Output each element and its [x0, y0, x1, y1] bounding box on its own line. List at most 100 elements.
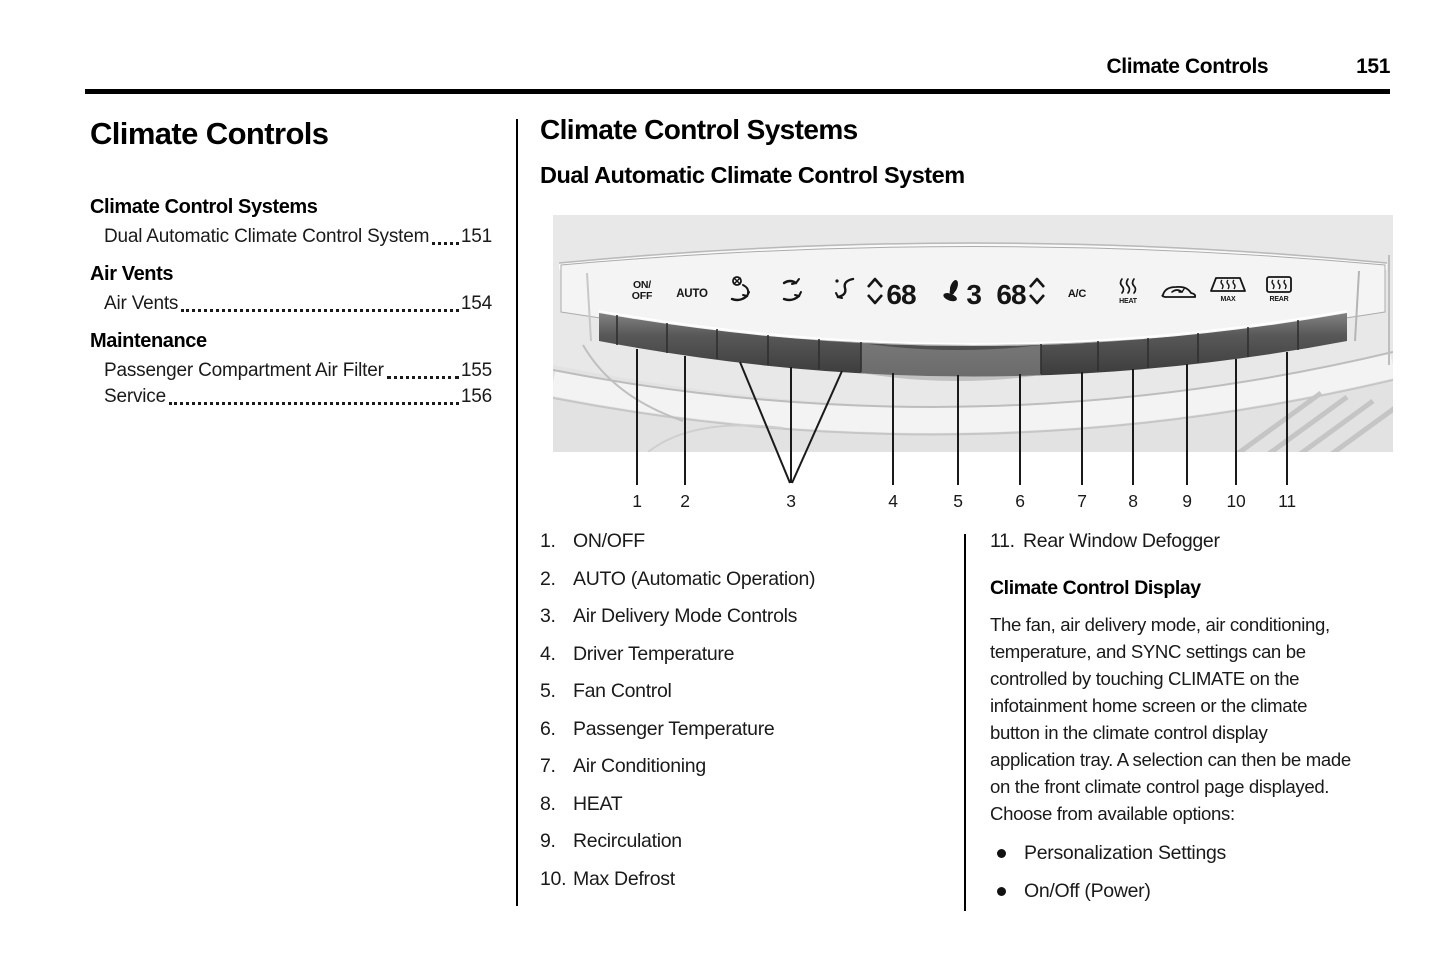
driver-temp-up-down-icon — [867, 277, 883, 305]
sub-column-divider — [964, 534, 966, 911]
button-strip — [599, 313, 1347, 377]
dot-leader — [181, 309, 459, 312]
legend-item-number: 3. — [540, 605, 556, 627]
toc-group-heading: Maintenance — [90, 330, 207, 352]
list-item: Personalization Settings — [990, 842, 1392, 864]
legend-item: 3. Air Delivery Mode Controls — [540, 605, 952, 627]
legend-item: 11. Rear Window Defogger — [990, 530, 1392, 552]
legend-item-label: ON/OFF — [573, 530, 645, 552]
legend-item-label: Fan Control — [573, 680, 672, 702]
callout-number: 4 — [888, 491, 898, 511]
max-defrost-icon — [1210, 277, 1246, 292]
power-button-label-1: ON/ — [633, 279, 651, 291]
bullet-label: On/Off (Power) — [1024, 880, 1151, 902]
callout-number: 11 — [1278, 491, 1296, 511]
legend-item-label: HEAT — [573, 792, 623, 815]
header-page-number: 151 — [1356, 55, 1390, 78]
air-delivery-vent-icon — [782, 278, 802, 302]
legend-item-label: Recirculation — [573, 830, 682, 852]
legend-item: 10. Max Defrost — [540, 868, 952, 890]
callout-number: 9 — [1182, 491, 1192, 511]
button-separators — [616, 315, 1299, 374]
section-headings: Climate Control Systems Dual Automatic C… — [540, 114, 965, 189]
legend-item-number: 8. — [540, 792, 556, 815]
legend-item: 1. ON/OFF — [540, 530, 952, 552]
toc-entry-label: Dual Automatic Climate Control System — [104, 226, 430, 247]
legend-item-number: 7. — [540, 755, 556, 777]
callout-number: 3 — [786, 491, 796, 511]
driver-temp-value: 68 — [886, 279, 916, 310]
legend-item-label: Driver Temperature — [573, 642, 735, 665]
running-header: Climate Controls 151 — [85, 55, 1391, 79]
display-section-body: The fan, air delivery mode, air conditio… — [990, 614, 1351, 824]
toc-entry: Service 156 — [90, 384, 492, 410]
callout-number: 8 — [1128, 491, 1138, 511]
max-defrost-label: MAX — [1221, 296, 1236, 303]
header-rule — [85, 89, 1390, 94]
legend-item-label: Air Conditioning — [573, 755, 706, 777]
column-divider — [516, 119, 518, 906]
toc-entry-label: Passenger Compartment Air Filter — [104, 360, 384, 381]
chapter-toc: Climate Controls Climate Control Systems… — [90, 116, 492, 423]
toc-group-heading: Climate Control Systems — [90, 196, 318, 218]
rear-defog-icon — [1266, 276, 1292, 293]
legend-item-label: Passenger Temperature — [573, 717, 775, 740]
callout-number: 1 — [632, 491, 642, 511]
power-button-label-2: OFF — [632, 290, 653, 302]
section-title: Climate Control Systems — [540, 114, 858, 145]
panel-icons: ON/ OFF AUTO — [632, 276, 1292, 310]
auto-button-label: AUTO — [676, 288, 708, 300]
trim-ribs — [1235, 390, 1393, 452]
legend-item-number: 9. — [540, 830, 556, 852]
subsection-title: Dual Automatic Climate Control System — [540, 162, 965, 188]
bullet-label: Personalization Settings — [1024, 842, 1227, 864]
toc-entry-page: 154 — [460, 293, 492, 314]
figure-legend-right: 11. Rear Window Defogger Climate Control … — [990, 530, 1392, 918]
toc-entry-page: 151 — [460, 226, 492, 247]
legend-item: 9. Recirculation — [540, 830, 952, 852]
callout-number: 6 — [1015, 491, 1025, 511]
toc-entry-label: Air Vents — [104, 293, 179, 314]
chapter-title: Climate Controls — [90, 116, 329, 151]
heat-icon — [1119, 278, 1137, 294]
toc-entry: Air Vents 154 — [90, 291, 492, 317]
toc-groups: Climate Control Systems Dual Automatic C… — [90, 196, 492, 410]
climate-panel-figure: ON/ OFF AUTO — [553, 215, 1393, 520]
display-section-heading: Climate Control Display — [990, 577, 1201, 599]
legend-item: 6. Passenger Temperature — [540, 718, 952, 740]
ac-button-label: A/C — [1068, 288, 1087, 300]
display-options-list: Personalization Settings On/Off (Power) — [990, 842, 1392, 902]
toc-group: Air Vents Air Vents 154 — [90, 263, 492, 317]
toc-entry: Passenger Compartment Air Filter 155 — [90, 358, 492, 384]
toc-group-heading: Air Vents — [90, 263, 174, 285]
recirculation-icon — [1161, 285, 1197, 298]
toc-entry-label: Service — [104, 386, 166, 407]
legend-item-label: Rear Window Defogger — [1023, 530, 1220, 552]
bullet-icon — [997, 887, 1006, 896]
rear-defog-label: REAR — [1269, 296, 1288, 303]
legend-item-number: 1. — [540, 530, 556, 552]
legend-item-number: 4. — [540, 642, 556, 665]
legend-item-label: AUTO (Automatic Operation) — [573, 567, 816, 590]
legend-item-label: Air Delivery Mode Controls — [573, 605, 798, 627]
dashboard-art — [553, 215, 1393, 452]
legend-item: 5. Fan Control — [540, 680, 952, 702]
dot-leader — [168, 402, 459, 405]
fan-icon — [943, 280, 958, 302]
legend-item-number: 2. — [540, 567, 556, 590]
toc-entry: Dual Automatic Climate Control System 15… — [90, 224, 492, 250]
legend-item: 7. Air Conditioning — [540, 755, 952, 777]
legend-item-label: Max Defrost — [573, 867, 675, 890]
legend-item: 4. Driver Temperature — [540, 643, 952, 665]
toc-entry-page: 156 — [460, 386, 492, 407]
legend-item-number: 10. — [540, 867, 567, 890]
callout-number: 10 — [1226, 491, 1246, 511]
list-item: On/Off (Power) — [990, 880, 1392, 902]
passenger-temp-up-down-icon — [1029, 277, 1045, 305]
callout-number: 7 — [1077, 491, 1087, 511]
legend-item-number: 5. — [540, 680, 556, 702]
callout-lines — [636, 349, 1288, 485]
toc-entry-page: 155 — [460, 360, 492, 381]
legend-item-number: 11. — [990, 530, 1015, 552]
toc-group: Climate Control Systems Dual Automatic C… — [90, 196, 492, 250]
